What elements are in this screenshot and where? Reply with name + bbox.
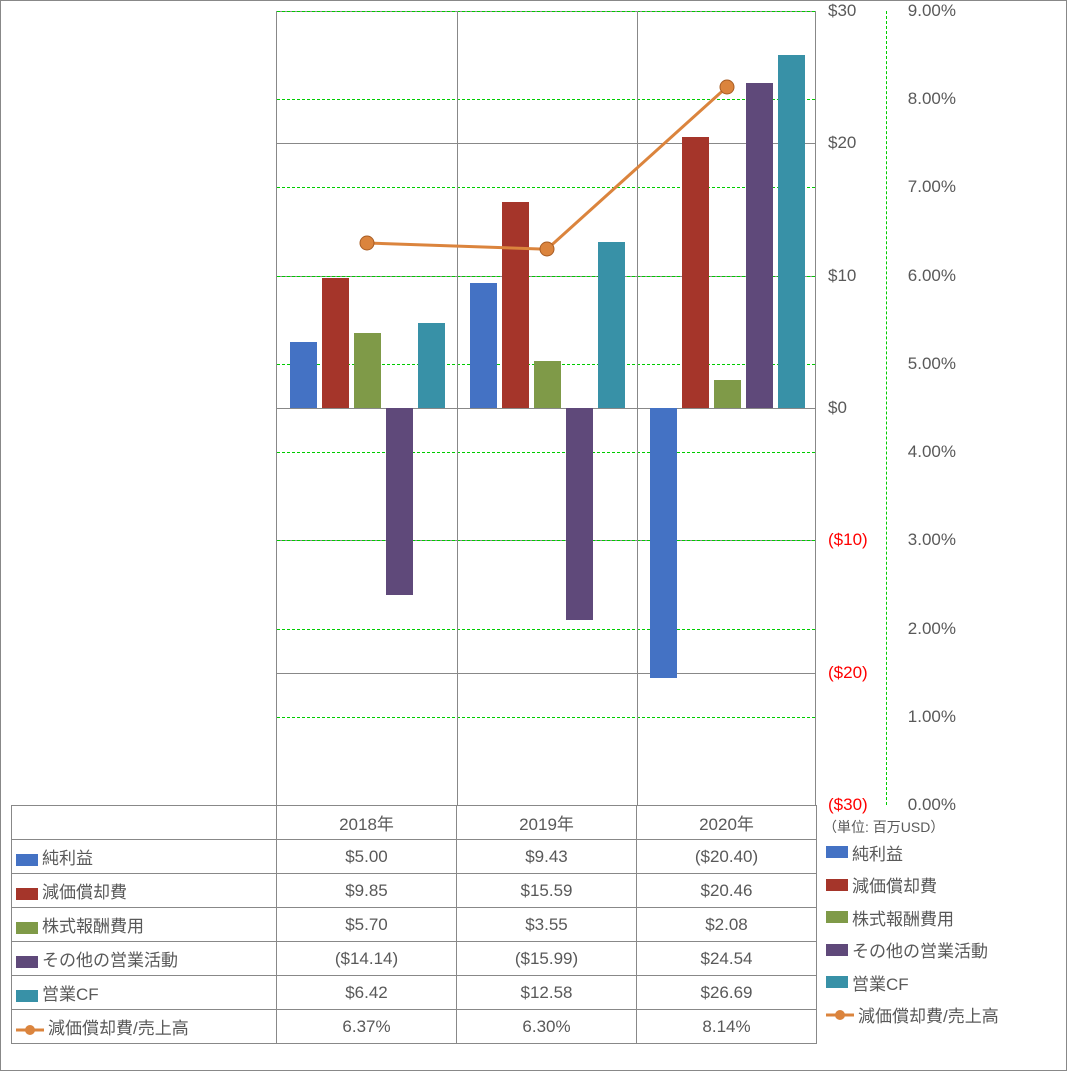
y2-tick-label: 3.00% (908, 530, 956, 550)
line-marker (360, 236, 375, 251)
legend-item-depreciation: 減価償却費 (826, 869, 1056, 902)
table-col-header: 2019年 (457, 806, 637, 840)
legend-item-net_income: 純利益 (826, 836, 1056, 869)
table-row-header-dep_ratio: 減価償却費/売上高 (12, 1010, 277, 1044)
swatch-icon (16, 956, 38, 968)
table-corner (12, 806, 277, 840)
table-cell: $2.08 (637, 908, 817, 942)
y1-tick-label: $30 (828, 1, 856, 21)
chart-container: $30 $20 $10 $0 ($10) ($20) ($30) 9.00% 8.00% 7.0… (0, 0, 1067, 1071)
swatch-line-icon (16, 1024, 44, 1036)
table-cell: ($14.14) (277, 942, 457, 976)
table-row-header-net_income: 純利益 (12, 840, 277, 874)
legend-item-op_cf: 営業CF (826, 966, 1056, 999)
y1-tick-label: $0 (828, 398, 847, 418)
series-label: その他の営業活動 (42, 951, 178, 970)
y2-tick-label: 8.00% (908, 89, 956, 109)
series-label: 純利益 (42, 849, 93, 868)
table-cell: $26.69 (637, 976, 817, 1010)
line-marker (720, 79, 735, 94)
secondary-y-axis: 9.00%8.00%7.00%6.00%5.00%4.00%3.00%2.00%… (886, 11, 956, 805)
table-cell: $24.54 (637, 942, 817, 976)
series-label: 営業CF (42, 985, 99, 1004)
table-cell: $5.00 (277, 840, 457, 874)
data-table: 2018年2019年2020年純利益 $5.00$9.43($20.40) 減価償却… (11, 805, 816, 1044)
table-cell: 6.37% (277, 1010, 457, 1044)
series-label: 減価償却費 (42, 883, 127, 902)
y2-tick-label: 1.00% (908, 707, 956, 727)
legend-label: 減価償却費/売上高 (858, 1002, 999, 1027)
y2-tick-label: 4.00% (908, 442, 956, 462)
swatch-icon (826, 944, 848, 956)
secondary-axis-line (886, 11, 887, 805)
swatch-line-icon (826, 1009, 854, 1021)
line-marker (540, 242, 555, 257)
table-row-header-other_ops: その他の営業活動 (12, 942, 277, 976)
table-cell: ($20.40) (637, 840, 817, 874)
legend-label: 純利益 (852, 840, 903, 865)
legend-label: 減価償却費 (852, 872, 937, 897)
legend-label: 営業CF (852, 970, 909, 995)
swatch-icon (826, 911, 848, 923)
y1-tick-label: ($30) (828, 795, 868, 815)
y2-tick-label: 6.00% (908, 266, 956, 286)
swatch-icon (826, 976, 848, 988)
y2-tick-label: 2.00% (908, 619, 956, 639)
y2-tick-label: 0.00% (908, 795, 956, 815)
table-row-header-op_cf: 営業CF (12, 976, 277, 1010)
y2-tick-label: 9.00% (908, 1, 956, 21)
swatch-icon (16, 922, 38, 934)
swatch-icon (16, 990, 38, 1002)
y1-tick-label: ($10) (828, 530, 868, 550)
legend-item-stock_comp: 株式報酬費用 (826, 901, 1056, 934)
y1-tick-label: $20 (828, 133, 856, 153)
plot-region (276, 11, 816, 805)
legend: 純利益減価償却費株式報酬費用その他の営業活動営業CF 減価償却費/売上高 (826, 836, 1056, 1031)
table-cell: $5.70 (277, 908, 457, 942)
table-cell: 6.30% (457, 1010, 637, 1044)
table-cell: ($15.99) (457, 942, 637, 976)
swatch-icon (826, 879, 848, 891)
table-row-header-depreciation: 減価償却費 (12, 874, 277, 908)
chart-area (11, 11, 816, 805)
table-col-header: 2020年 (637, 806, 817, 840)
series-label: 株式報酬費用 (42, 917, 144, 936)
legend-label: 株式報酬費用 (852, 905, 954, 930)
legend-label: その他の営業活動 (852, 937, 988, 962)
series-label: 減価償却費/売上高 (48, 1019, 189, 1038)
table-cell: $6.42 (277, 976, 457, 1010)
table-cell: $20.46 (637, 874, 817, 908)
primary-y-axis: $30$20$10$0($10)($20)($30) (826, 11, 886, 805)
table-cell: $15.59 (457, 874, 637, 908)
unit-label: （単位: 百万USD） (823, 817, 944, 837)
table-cell: 8.14% (637, 1010, 817, 1044)
table-cell: $9.43 (457, 840, 637, 874)
legend-item-other_ops: その他の営業活動 (826, 934, 1056, 967)
swatch-icon (16, 888, 38, 900)
table-col-header: 2018年 (277, 806, 457, 840)
line-series (277, 11, 815, 805)
table-row-header-stock_comp: 株式報酬費用 (12, 908, 277, 942)
y2-tick-label: 7.00% (908, 177, 956, 197)
y2-tick-label: 5.00% (908, 354, 956, 374)
y1-tick-label: $10 (828, 266, 856, 286)
swatch-icon (16, 854, 38, 866)
table-cell: $9.85 (277, 874, 457, 908)
y1-tick-label: ($20) (828, 663, 868, 683)
table-cell: $12.58 (457, 976, 637, 1010)
table-cell: $3.55 (457, 908, 637, 942)
swatch-icon (826, 846, 848, 858)
legend-item-dep_ratio: 減価償却費/売上高 (826, 999, 1056, 1032)
